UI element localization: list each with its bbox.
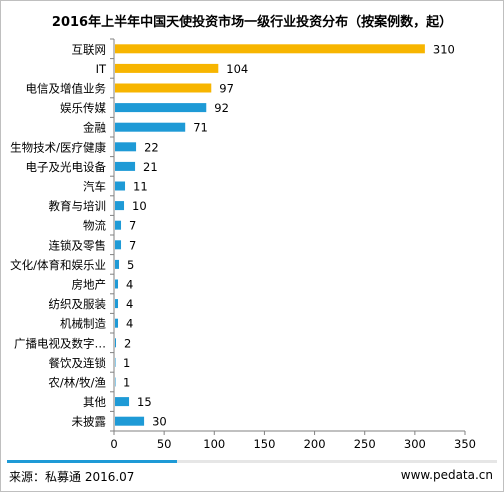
bar [115,338,117,348]
category-label: 广播电视及数字… [14,336,106,350]
bar [115,240,122,250]
category-label: 电子及光电设备 [26,160,107,174]
bar [115,377,116,387]
bar [115,63,219,73]
footer-divider-accent [7,460,177,463]
value-label: 4 [126,297,133,311]
category-label: IT [96,62,107,76]
value-label: 2 [124,336,131,350]
value-label: 5 [127,258,134,272]
x-tick-label: 50 [157,437,172,451]
category-label: 机械制造 [60,317,106,331]
footer-divider [7,460,497,463]
category-label: 连锁及零售 [49,238,107,252]
category-label: 电信及增值业务 [26,82,107,96]
bar [115,318,119,328]
value-label: 30 [152,415,167,429]
value-label: 11 [133,180,148,194]
value-label: 15 [137,395,152,409]
value-label: 7 [129,238,136,252]
category-label: 娱乐传媒 [60,101,106,115]
bar [115,299,119,309]
x-tick-label: 300 [404,437,426,451]
value-label: 71 [193,121,208,135]
x-tick-label: 0 [110,437,117,451]
category-label: 其他 [83,395,106,409]
x-tick-label: 200 [304,437,326,451]
value-label: 10 [132,199,147,213]
category-label: 农/林/牧/渔 [48,376,106,390]
site-url: www.pedata.cn [400,468,493,482]
bar [115,397,130,407]
bar [115,83,212,93]
value-label: 1 [123,376,130,390]
value-label: 1 [123,356,130,370]
value-label: 92 [214,101,229,115]
category-label: 餐饮及连锁 [49,356,107,370]
x-tick-label: 100 [203,437,225,451]
category-label: 物流 [83,219,106,233]
source-note: 来源：私募通 2016.07 [9,470,135,484]
category-label: 纺织及服装 [49,297,107,311]
bar [115,201,125,211]
value-label: 310 [433,42,455,56]
bar [115,142,137,152]
value-label: 104 [226,62,248,76]
chart-title: 2016年上半年中国天使投资市场一级行业投资分布（按案例数，起） [51,15,453,30]
value-label: 4 [126,317,133,331]
category-label: 教育与培训 [49,199,107,213]
category-label: 金融 [83,121,106,135]
bar [115,122,186,132]
category-label: 文化/体育和娱乐业 [10,258,106,272]
x-tick-label: 150 [253,437,275,451]
x-tick-label: 350 [454,437,476,451]
category-label: 汽车 [83,180,106,194]
x-tick-label: 250 [354,437,376,451]
bar [115,220,122,230]
value-label: 4 [126,278,133,292]
bar [115,357,116,367]
value-label: 97 [219,82,234,96]
value-label: 22 [144,140,159,154]
bar [115,181,126,191]
bar [115,44,425,54]
bar [115,279,119,289]
bar [115,259,120,269]
category-label: 互联网 [72,42,107,56]
category-label: 生物技术/医疗健康 [10,140,106,154]
category-label: 未披露 [72,415,107,429]
bar [115,416,145,426]
value-label: 7 [129,219,136,233]
bar [115,161,136,171]
bar [115,103,207,113]
category-label: 房地产 [72,278,107,292]
value-label: 21 [143,160,158,174]
